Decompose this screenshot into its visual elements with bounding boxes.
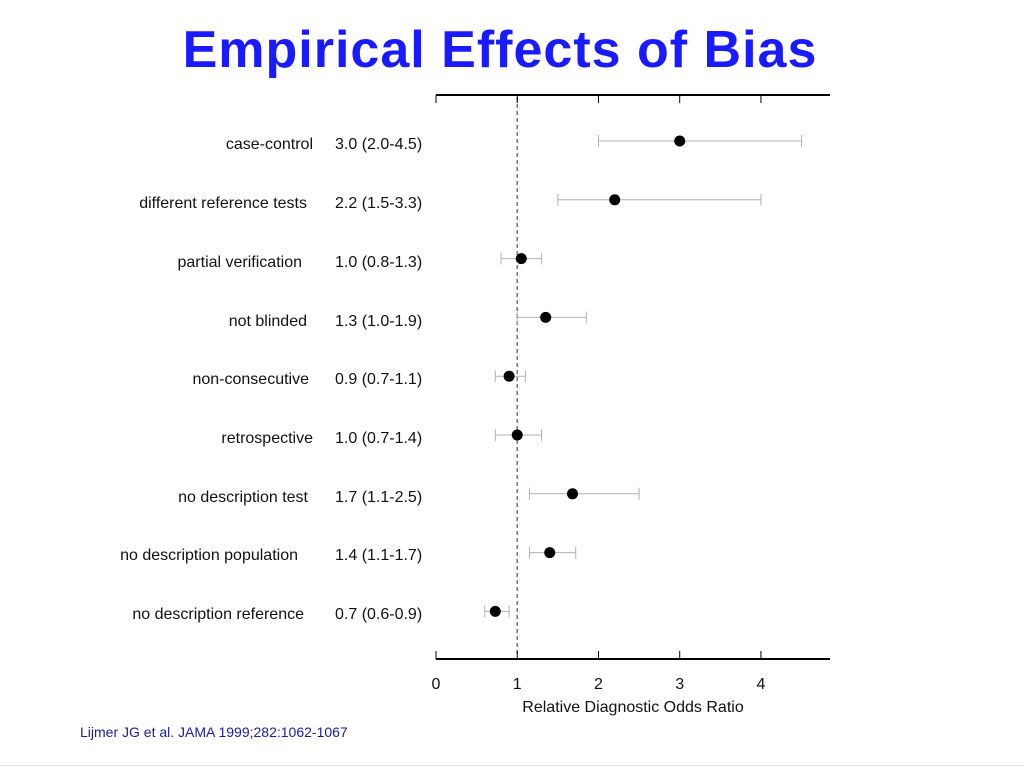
point-estimate-partial-verification: [515, 253, 527, 265]
row-label-no-description-test: no description test: [178, 489, 308, 506]
row-estimate-retrospective: 1.0 (0.7-1.4): [335, 430, 423, 447]
point-estimate-no-description-test: [566, 488, 578, 500]
slide-title: Empirical Effects of Bias: [182, 21, 818, 79]
point-estimate-non-consecutive: [503, 370, 515, 382]
row-estimate-different-reference-tests: 2.2 (1.5-3.3): [335, 195, 423, 212]
row-label-partial-verification: partial verification: [177, 254, 303, 271]
row-label-case-control: case-control: [225, 136, 313, 153]
row-label-retrospective: retrospective: [221, 430, 313, 447]
x-tick-label-1: 1: [513, 676, 522, 693]
bottom-divider: [0, 765, 1024, 766]
row-estimate-no-description-reference: 0.7 (0.6-0.9): [335, 606, 423, 623]
point-estimate-no-description-population: [544, 547, 556, 559]
row-label-no-description-reference: no description reference: [132, 606, 304, 623]
row-estimate-no-description-test: 1.7 (1.1-2.5): [335, 489, 423, 506]
point-estimate-no-description-reference: [489, 605, 501, 617]
x-tick-label-3: 3: [675, 676, 684, 693]
row-estimate-case-control: 3.0 (2.0-4.5): [335, 136, 423, 153]
row-label-no-description-population: no description population: [120, 547, 298, 564]
point-estimate-retrospective: [511, 429, 523, 441]
point-estimate-case-control: [674, 135, 686, 147]
row-estimate-non-consecutive: 0.9 (0.7-1.1): [335, 371, 423, 388]
row-label-not-blinded: not blinded: [228, 313, 307, 330]
x-tick-label-0: 0: [432, 676, 441, 693]
row-label-different-reference-tests: different reference tests: [139, 195, 307, 212]
x-tick-label-4: 4: [756, 676, 765, 693]
row-estimate-partial-verification: 1.0 (0.8-1.3): [335, 254, 423, 271]
point-estimate-not-blinded: [540, 311, 552, 323]
row-estimate-not-blinded: 1.3 (1.0-1.9): [335, 313, 423, 330]
row-label-non-consecutive: non-consecutive: [192, 371, 309, 388]
x-tick-label-2: 2: [594, 676, 603, 693]
point-estimate-different-reference-tests: [609, 194, 621, 206]
row-estimate-no-description-population: 1.4 (1.1-1.7): [335, 547, 423, 564]
x-axis-title: Relative Diagnostic Odds Ratio: [522, 699, 744, 716]
citation: Lijmer JG et al. JAMA 1999;282:1062-1067: [80, 724, 348, 740]
